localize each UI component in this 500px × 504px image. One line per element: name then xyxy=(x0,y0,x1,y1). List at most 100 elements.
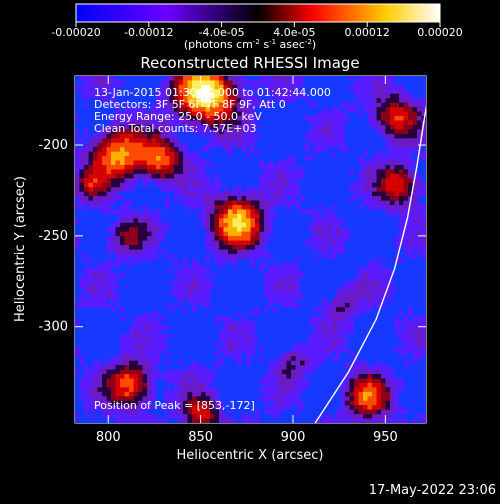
heatmap-cell xyxy=(336,334,341,339)
heatmap-cell xyxy=(134,147,139,152)
heatmap-cell xyxy=(296,254,301,259)
heatmap-cell xyxy=(368,94,373,99)
heatmap-cell xyxy=(300,272,305,277)
heatmap-cell xyxy=(147,347,152,352)
heatmap-cell xyxy=(201,196,206,201)
heatmap-cell xyxy=(372,187,377,192)
heatmap-cell xyxy=(246,236,251,241)
heatmap-cell xyxy=(161,352,166,357)
heatmap-cell xyxy=(332,276,337,281)
heatmap-cell xyxy=(147,294,152,299)
heatmap-cell xyxy=(219,267,224,272)
heatmap-cell xyxy=(179,183,184,188)
heatmap-cell xyxy=(359,254,364,259)
heatmap-cell xyxy=(336,147,341,152)
heatmap-cell xyxy=(129,267,134,272)
heatmap-cell xyxy=(305,227,310,232)
heatmap-cell xyxy=(278,218,283,223)
heatmap-cell xyxy=(264,80,269,85)
heatmap-cell xyxy=(305,125,310,130)
heatmap-cell xyxy=(296,236,301,241)
heatmap-cell xyxy=(417,321,422,326)
heatmap-cell xyxy=(377,290,382,295)
heatmap-cell xyxy=(201,205,206,210)
heatmap-cell xyxy=(120,290,125,295)
heatmap-cell xyxy=(89,254,94,259)
heatmap-cell xyxy=(255,298,260,303)
heatmap-cell xyxy=(125,223,130,228)
heatmap-cell xyxy=(399,303,404,308)
heatmap-cell xyxy=(206,245,211,250)
heatmap-cell xyxy=(323,201,328,206)
heatmap-cell xyxy=(174,294,179,299)
heatmap-cell xyxy=(381,89,386,94)
heatmap-cell xyxy=(183,267,188,272)
heatmap-cell xyxy=(255,80,260,85)
heatmap-cell xyxy=(422,94,427,99)
heatmap-cell xyxy=(147,178,152,183)
heatmap-cell xyxy=(170,281,175,286)
heatmap-cell xyxy=(183,214,188,219)
heatmap-cell xyxy=(336,241,341,246)
heatmap-cell xyxy=(197,205,202,210)
heatmap-cell xyxy=(156,183,161,188)
heatmap-cell xyxy=(120,241,125,246)
heatmap-cell xyxy=(129,263,134,268)
heatmap-cell xyxy=(300,201,305,206)
heatmap-cell xyxy=(129,152,134,157)
heatmap-cell xyxy=(399,138,404,143)
heatmap-cell xyxy=(80,294,85,299)
heatmap-cell xyxy=(354,169,359,174)
heatmap-cell xyxy=(219,187,224,192)
heatmap-cell xyxy=(273,352,278,357)
heatmap-cell xyxy=(372,236,377,241)
heatmap-cell xyxy=(255,303,260,308)
heatmap-cell xyxy=(291,356,296,361)
heatmap-cell xyxy=(93,183,98,188)
heatmap-cell xyxy=(359,196,364,201)
heatmap-cell xyxy=(170,254,175,259)
heatmap-cell xyxy=(291,112,296,117)
heatmap-cell xyxy=(305,312,310,317)
heatmap-cell xyxy=(102,80,107,85)
heatmap-cell xyxy=(251,201,256,206)
heatmap-cell xyxy=(318,147,323,152)
heatmap-cell xyxy=(120,147,125,152)
heatmap-cell xyxy=(219,76,224,81)
heatmap-cell xyxy=(197,236,202,241)
heatmap-cell xyxy=(372,307,377,312)
heatmap-cell xyxy=(206,263,211,268)
heatmap-cell xyxy=(80,138,85,143)
heatmap-cell xyxy=(273,218,278,223)
heatmap-cell xyxy=(260,214,265,219)
heatmap-cell xyxy=(246,276,251,281)
heatmap-cell xyxy=(188,187,193,192)
heatmap-cell xyxy=(269,76,274,81)
heatmap-cell xyxy=(336,325,341,330)
heatmap-cell xyxy=(282,232,287,237)
heatmap-cell xyxy=(368,267,373,272)
heatmap-cell xyxy=(399,169,404,174)
heatmap-cell xyxy=(75,218,80,223)
heatmap-cell xyxy=(350,201,355,206)
heatmap-cell xyxy=(165,343,170,348)
heatmap-cell xyxy=(170,143,175,148)
heatmap-cell xyxy=(354,156,359,161)
heatmap-cell xyxy=(174,236,179,241)
heatmap-cell xyxy=(147,196,152,201)
heatmap-cell xyxy=(219,196,224,201)
heatmap-cell xyxy=(179,352,184,357)
heatmap-cell xyxy=(372,201,377,206)
heatmap-cell xyxy=(300,120,305,125)
heatmap-cell xyxy=(381,116,386,121)
heatmap-cell xyxy=(156,174,161,179)
heatmap-cell xyxy=(188,276,193,281)
heatmap-cell xyxy=(98,192,103,197)
heatmap-cell xyxy=(318,129,323,134)
heatmap-cell xyxy=(359,334,364,339)
heatmap-cell xyxy=(341,316,346,321)
heatmap-cell xyxy=(174,201,179,206)
heatmap-cell xyxy=(300,294,305,299)
heatmap-cell xyxy=(102,285,107,290)
heatmap-cell xyxy=(359,232,364,237)
